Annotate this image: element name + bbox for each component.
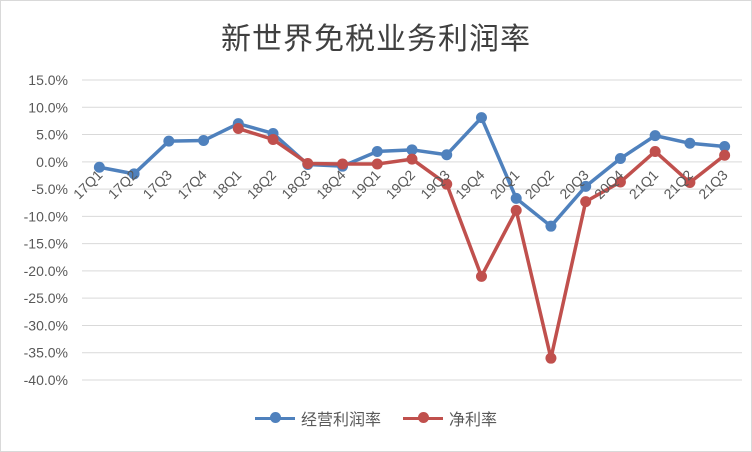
y-axis-tick-labels: 15.0% 10.0% 5.0% 0.0% -5.0% -10.0% -15.0% -20.0… <box>24 72 68 388</box>
x-tick-label: 18Q2 <box>244 166 280 202</box>
chart-title: 新世界免税业务利润率 <box>221 22 531 57</box>
legend-label: 净利率 <box>449 410 498 429</box>
y-tick-label: 0.0% <box>36 154 68 170</box>
x-tick-label: 18Q1 <box>209 166 245 202</box>
y-tick-label: -40.0% <box>24 372 68 388</box>
data-point <box>267 133 279 145</box>
data-point <box>475 270 487 282</box>
y-tick-label: -25.0% <box>24 290 68 306</box>
x-tick-label: 20Q2 <box>522 166 558 202</box>
legend-label: 经营利润率 <box>300 410 381 429</box>
data-point <box>614 153 626 165</box>
data-point <box>684 137 696 149</box>
data-point <box>441 149 453 161</box>
gridlines <box>82 79 742 381</box>
y-tick-label: -35.0% <box>24 345 68 361</box>
y-tick-label: 15.0% <box>28 72 68 88</box>
y-tick-label: -20.0% <box>24 263 68 279</box>
x-tick-label: 17Q3 <box>139 166 175 202</box>
data-point <box>371 158 383 170</box>
data-point <box>510 192 522 204</box>
y-tick-label: 5.0% <box>36 127 68 143</box>
data-point <box>649 130 661 142</box>
data-point <box>128 168 140 180</box>
legend: 经营利润率 净利率 <box>0 406 752 430</box>
data-point <box>406 144 418 156</box>
y-tick-label: -5.0% <box>31 181 68 197</box>
data-point <box>545 352 557 364</box>
data-point <box>93 161 105 173</box>
data-point <box>649 145 661 157</box>
data-point <box>684 177 696 189</box>
data-point <box>302 157 314 169</box>
legend-item-net-margin: 净利率 <box>403 406 497 430</box>
y-tick-label: -15.0% <box>24 236 68 252</box>
data-point <box>580 180 592 192</box>
series-layer <box>93 112 731 364</box>
data-point <box>337 158 349 170</box>
y-tick-label: -10.0% <box>24 208 68 224</box>
x-tick-label: 18Q3 <box>278 166 314 202</box>
x-tick-label: 21Q3 <box>695 166 731 202</box>
x-tick-label: 19Q2 <box>383 166 419 202</box>
data-point <box>510 204 522 216</box>
data-point <box>441 178 453 190</box>
data-point <box>719 141 731 153</box>
data-point <box>163 135 175 147</box>
x-tick-label: 17Q4 <box>174 166 210 202</box>
data-point <box>232 123 244 135</box>
data-point <box>475 112 487 124</box>
x-tick-label: 18Q4 <box>313 166 349 202</box>
y-tick-label: -30.0% <box>24 317 68 333</box>
y-tick-label: 10.0% <box>28 99 68 115</box>
x-tick-label: 19Q1 <box>348 166 384 202</box>
x-tick-label: 19Q4 <box>452 166 488 202</box>
legend-marker-blue <box>254 412 295 424</box>
data-point <box>719 149 731 161</box>
data-point <box>198 135 210 147</box>
data-point <box>406 153 418 165</box>
data-point <box>614 176 626 188</box>
data-point <box>545 220 557 232</box>
data-point <box>580 196 592 208</box>
legend-marker-red <box>403 412 443 424</box>
legend-item-operating-margin: 经营利润率 <box>254 406 381 430</box>
data-point <box>371 145 383 157</box>
